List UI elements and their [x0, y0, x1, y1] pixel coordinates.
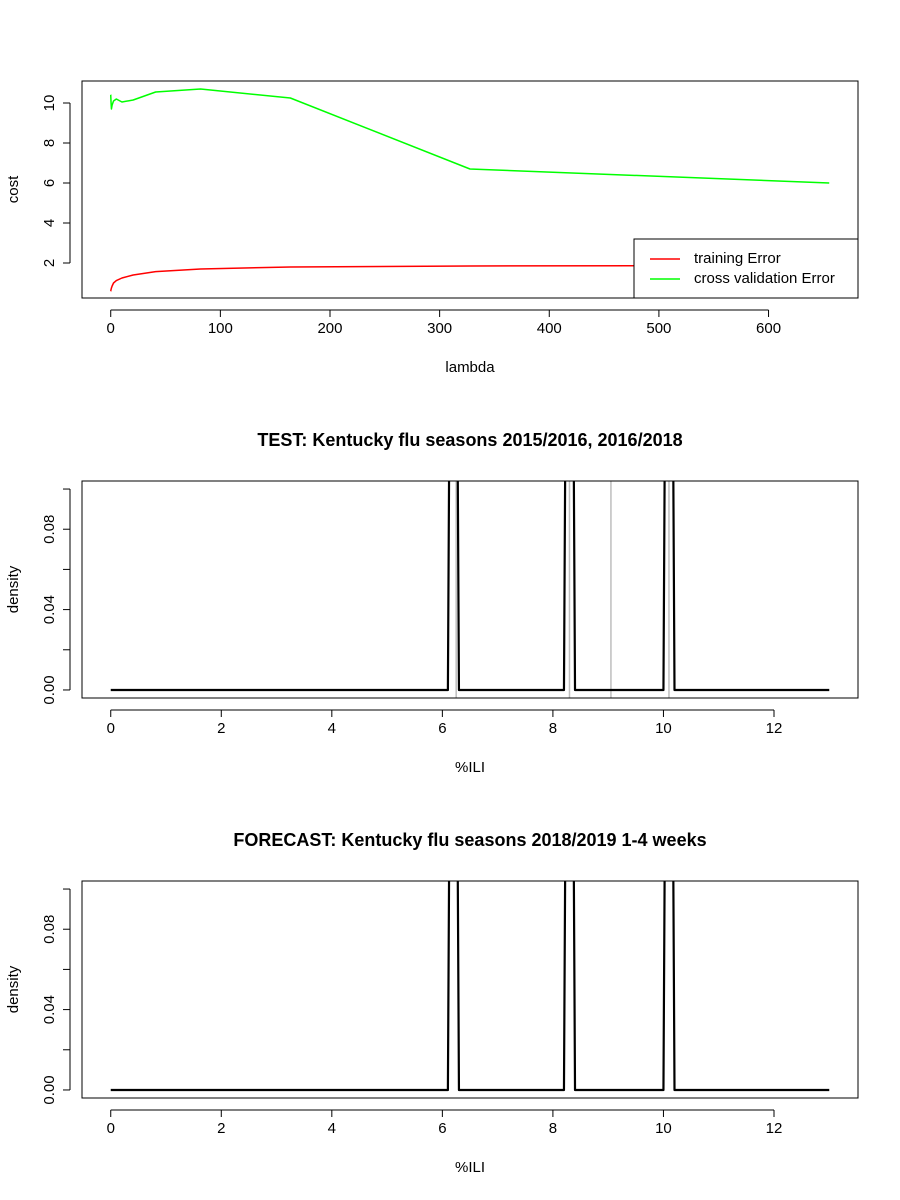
- panel: lambda cost 0 100 200 300 400 500 600 2 4 6 8 10 train…: [5, 80, 859, 376]
- data-line: [109, 88, 830, 184]
- y-tick-label: 0.04: [41, 995, 58, 1024]
- plot-area: [110, 881, 830, 1092]
- y-tick-label: 10: [41, 95, 58, 112]
- x-tick-label: 2: [217, 720, 225, 737]
- x-tick-label: 4: [328, 720, 336, 737]
- x-tick-label: 8: [549, 720, 557, 737]
- x-tick-label: 10: [655, 1120, 672, 1137]
- x-tick-label: 2: [217, 1120, 225, 1137]
- x-tick-label: 4: [328, 1120, 336, 1137]
- y-tick-label: 2: [41, 259, 58, 267]
- plot-frame: [81, 880, 859, 1099]
- x-tick-label: 12: [766, 720, 783, 737]
- y-tick-label: 8: [41, 139, 58, 147]
- x-tick-label: 500: [646, 320, 671, 337]
- x-axis-title: %ILI: [455, 759, 485, 776]
- x-tick-label: 100: [208, 320, 233, 337]
- plot-frame: [81, 80, 859, 299]
- chart-title: TEST: Kentucky flu seasons 2015/2016, 20…: [257, 430, 682, 450]
- y-tick-label: 0.04: [41, 595, 58, 624]
- x-tick-label: 10: [655, 720, 672, 737]
- x-tick-label: 200: [317, 320, 342, 337]
- x-tick-label: 0: [107, 720, 115, 737]
- y-axis-title: density: [5, 565, 22, 613]
- x-tick-label: 0: [107, 320, 115, 337]
- legend-label: training Error: [694, 250, 781, 267]
- x-tick-label: 6: [438, 720, 446, 737]
- data-line: [110, 481, 830, 692]
- x-tick-label: 12: [766, 1120, 783, 1137]
- plot-area: [109, 88, 830, 292]
- plot-frame: [81, 480, 859, 699]
- panel: FORECAST: Kentucky flu seasons 2018/2019…: [5, 830, 859, 1176]
- panel: TEST: Kentucky flu seasons 2015/2016, 20…: [5, 430, 859, 776]
- x-axis-title: lambda: [445, 359, 495, 376]
- x-tick-label: 600: [756, 320, 781, 337]
- y-tick-label: 6: [41, 179, 58, 187]
- legend-label: cross validation Error: [694, 270, 835, 287]
- data-line: [109, 264, 830, 292]
- x-tick-label: 400: [537, 320, 562, 337]
- x-tick-label: 8: [549, 1120, 557, 1137]
- legend-box: [633, 238, 859, 299]
- y-axis-title: cost: [5, 175, 22, 203]
- y-tick-label: 0.08: [41, 915, 58, 944]
- x-tick-label: 6: [438, 1120, 446, 1137]
- y-tick-label: 0.08: [41, 515, 58, 544]
- y-tick-label: 4: [41, 219, 58, 227]
- x-tick-label: 300: [427, 320, 452, 337]
- plot-area: [110, 481, 830, 698]
- x-tick-label: 0: [107, 1120, 115, 1137]
- data-line: [110, 881, 830, 1092]
- chart-title: FORECAST: Kentucky flu seasons 2018/2019…: [233, 830, 706, 850]
- y-axis-title: density: [5, 965, 22, 1013]
- y-tick-label: 0.00: [41, 1075, 58, 1104]
- x-axis-title: %ILI: [455, 1159, 485, 1176]
- y-tick-label: 0.00: [41, 675, 58, 704]
